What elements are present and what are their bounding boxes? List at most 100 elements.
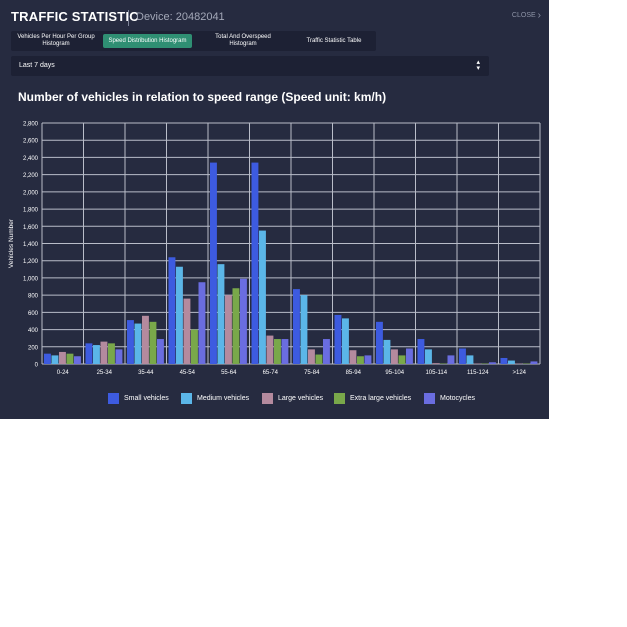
legend-item[interactable]: Extra large vehicles	[334, 393, 411, 404]
bar	[183, 298, 191, 364]
x-tick-label: 85-94	[346, 370, 362, 376]
speed-distribution-chart: 0 200 400 600 800 1,000 1,200 1,400 1,600 1,800 2,…	[8, 122, 541, 376]
bar	[406, 348, 413, 364]
y-tick-label: 1,000	[23, 276, 39, 282]
bar	[489, 362, 496, 364]
legend-swatch	[108, 393, 119, 404]
legend-item[interactable]: Motocycles	[424, 393, 475, 404]
legend-item[interactable]: Medium vehicles	[181, 393, 249, 404]
y-axis-title: Vehicles Number	[8, 218, 15, 268]
bar	[191, 329, 198, 364]
bar	[85, 343, 93, 364]
bar	[142, 315, 149, 364]
bar	[391, 349, 398, 364]
x-tick-label: 55-64	[221, 370, 237, 376]
bar	[432, 363, 440, 364]
bar	[376, 321, 383, 364]
bar	[447, 355, 455, 364]
chevron-right-icon: ›	[537, 10, 541, 21]
legend-label: Motocycles	[440, 395, 476, 402]
y-tick-label: 800	[28, 294, 39, 300]
x-tick-label: 45-54	[180, 370, 196, 376]
traffic-statistic-panel: TRAFFIC STATISTIC Device: 20482041 CLOSE…	[0, 0, 549, 419]
tab-speed-distribution[interactable]: Speed Distribution Histogram	[103, 34, 192, 48]
bar	[349, 350, 357, 364]
device-label: Device: 20482041	[136, 11, 225, 23]
bar	[93, 345, 100, 364]
y-tick-label: 600	[28, 311, 39, 317]
y-tick-label: 1,600	[23, 225, 39, 231]
bar	[157, 339, 164, 364]
x-tick-label: 105-114	[425, 370, 447, 376]
bar	[274, 339, 281, 364]
x-tick-label: 25-34	[97, 370, 113, 376]
x-tick-label: >124	[512, 370, 526, 376]
y-tick-label: 400	[28, 328, 39, 334]
panel-header: TRAFFIC STATISTIC Device: 20482041 CLOSE…	[0, 0, 549, 32]
legend-label: Large vehicles	[278, 395, 324, 402]
bar	[149, 321, 157, 364]
legend-item[interactable]: Small vehicles	[108, 393, 169, 404]
bar	[398, 355, 406, 364]
bar	[44, 353, 51, 364]
bar	[300, 295, 308, 364]
bar	[266, 335, 274, 364]
legend-swatch	[334, 393, 345, 404]
y-tick-label: 200	[28, 345, 39, 351]
bar	[364, 355, 372, 364]
sort-caret-icon: ▴ ▾	[476, 59, 480, 72]
close-button[interactable]: CLOSE ›	[511, 10, 541, 21]
bar	[315, 354, 323, 364]
bar	[51, 355, 59, 364]
x-tick-label: 0-24	[57, 370, 70, 376]
bar	[74, 356, 81, 364]
legend-label: Extra large vehicles	[350, 395, 412, 402]
bar	[508, 360, 515, 364]
bar	[115, 349, 123, 364]
x-tick-label: 65-74	[263, 370, 279, 376]
tab-label: Vehicles Per Hour Per Group Histogram	[17, 34, 95, 47]
bar	[198, 282, 206, 364]
legend-item[interactable]: Large vehicles	[262, 393, 323, 404]
panel-title: TRAFFIC STATISTIC	[11, 9, 139, 24]
bar	[217, 264, 225, 364]
bar	[342, 318, 349, 364]
bar	[232, 288, 240, 364]
bar	[334, 314, 342, 364]
y-tick-label: 2,000	[23, 190, 39, 196]
y-tick-label: 1,200	[23, 259, 39, 265]
legend-swatch	[262, 393, 273, 404]
bar	[225, 295, 232, 364]
legend-swatch	[181, 393, 192, 404]
y-tick-label: 1,800	[23, 208, 39, 214]
y-tick-label: 0	[35, 363, 39, 369]
tab-bar: Vehicles Per Hour Per Group Histogram Sp…	[11, 31, 376, 51]
tab-label: Speed Distribution Histogram	[108, 37, 187, 44]
bar	[383, 339, 391, 364]
bar	[530, 361, 538, 364]
tab-total-overspeed[interactable]: Total And Overspeed Histogram	[205, 31, 281, 51]
blank-area	[0, 419, 627, 627]
legend-label: Small vehicles	[124, 395, 169, 402]
bar	[59, 351, 66, 364]
bar	[240, 278, 247, 364]
y-tick-label: 2,800	[23, 122, 39, 128]
close-label: CLOSE	[511, 12, 536, 19]
time-range-value: Last 7 days	[19, 62, 55, 69]
x-tick-label: 75-84	[304, 370, 320, 376]
time-range-select[interactable]: Last 7 days ▴ ▾	[11, 56, 489, 76]
y-tick-label: 1,400	[23, 242, 39, 248]
tab-label: Total And Overspeed Histogram	[215, 34, 271, 47]
bar	[259, 230, 266, 364]
bar	[108, 343, 115, 364]
tab-traffic-table[interactable]: Traffic Statistic Table	[293, 31, 375, 51]
x-tick-label: 115-124	[467, 370, 489, 376]
bar	[357, 356, 364, 364]
tab-vehicles-per-hour[interactable]: Vehicles Per Hour Per Group Histogram	[15, 31, 97, 51]
bar	[323, 339, 330, 364]
bar	[168, 257, 176, 364]
x-tick-label: 95-104	[385, 370, 404, 376]
bar	[176, 266, 183, 364]
tab-label: Traffic Statistic Table	[306, 37, 362, 44]
title-divider	[128, 10, 129, 26]
